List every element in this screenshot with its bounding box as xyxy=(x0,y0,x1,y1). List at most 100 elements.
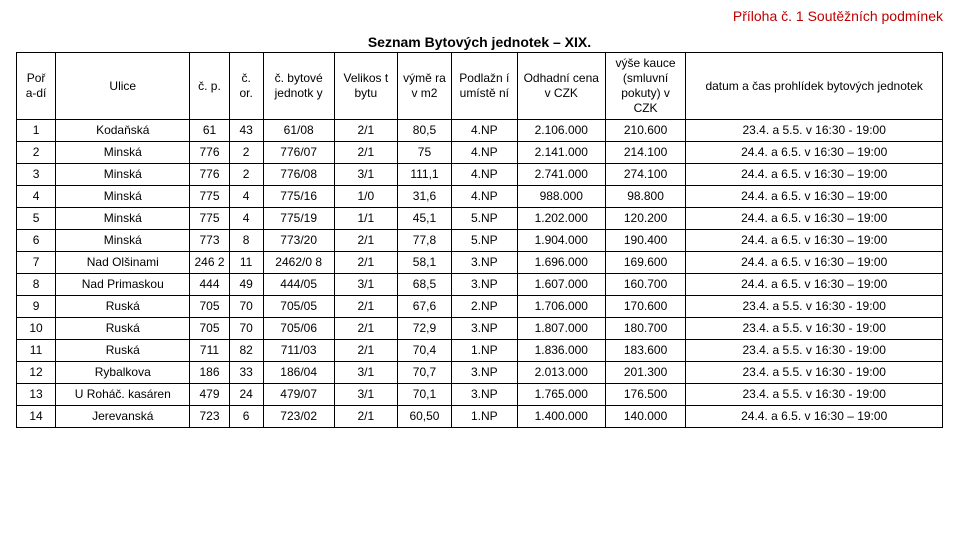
cell-cp: 775 xyxy=(190,208,229,230)
cell-podl: 3.NP xyxy=(451,384,517,406)
cell-ulice: Nad Primaskou xyxy=(56,274,190,296)
cell-vel: 1/0 xyxy=(334,186,398,208)
cell-odh: 1.904.000 xyxy=(517,230,605,252)
cell-kauce: 190.400 xyxy=(605,230,686,252)
table-row: 9Ruská70570705/052/167,62.NP1.706.000170… xyxy=(17,296,943,318)
cell-vym: 80,5 xyxy=(398,120,452,142)
cell-cor: 6 xyxy=(229,406,263,428)
cell-odh: 988.000 xyxy=(517,186,605,208)
col-vel: Velikos t bytu xyxy=(334,53,398,120)
cell-podl: 4.NP xyxy=(451,186,517,208)
col-podl: Podlažn í umístě ní xyxy=(451,53,517,120)
cell-bj: 186/04 xyxy=(263,362,334,384)
cell-kauce: 170.600 xyxy=(605,296,686,318)
cell-cor: 82 xyxy=(229,340,263,362)
cell-vel: 2/1 xyxy=(334,120,398,142)
cell-por: 9 xyxy=(17,296,56,318)
cell-por: 8 xyxy=(17,274,56,296)
cell-bj: 776/07 xyxy=(263,142,334,164)
cell-kauce: 140.000 xyxy=(605,406,686,428)
cell-cor: 8 xyxy=(229,230,263,252)
cell-vel: 3/1 xyxy=(334,164,398,186)
cell-podl: 3.NP xyxy=(451,362,517,384)
cell-bj: 776/08 xyxy=(263,164,334,186)
cell-vel: 2/1 xyxy=(334,340,398,362)
cell-vel: 3/1 xyxy=(334,274,398,296)
cell-vel: 3/1 xyxy=(334,384,398,406)
cell-ulice: Kodaňská xyxy=(56,120,190,142)
cell-podl: 5.NP xyxy=(451,208,517,230)
table-header-row: Poř a-dí Ulice č. p. č. or. č. bytové je… xyxy=(17,53,943,120)
cell-por: 5 xyxy=(17,208,56,230)
cell-vym: 70,7 xyxy=(398,362,452,384)
table-row: 8Nad Primaskou44449444/053/168,53.NP1.60… xyxy=(17,274,943,296)
cell-por: 4 xyxy=(17,186,56,208)
cell-por: 13 xyxy=(17,384,56,406)
cell-bj: 773/20 xyxy=(263,230,334,252)
cell-podl: 5.NP xyxy=(451,230,517,252)
cell-ulice: Minská xyxy=(56,142,190,164)
cell-kauce: 201.300 xyxy=(605,362,686,384)
cell-ulice: Rybalkova xyxy=(56,362,190,384)
col-kauce: výše kauce (smluvní pokuty) v CZK xyxy=(605,53,686,120)
cell-kauce: 210.600 xyxy=(605,120,686,142)
cell-cor: 70 xyxy=(229,296,263,318)
cell-vel: 3/1 xyxy=(334,362,398,384)
cell-bj: 711/03 xyxy=(263,340,334,362)
table-row: 10Ruská70570705/062/172,93.NP1.807.00018… xyxy=(17,318,943,340)
cell-kauce: 183.600 xyxy=(605,340,686,362)
cell-kauce: 274.100 xyxy=(605,164,686,186)
cell-cp: 246 2 xyxy=(190,252,229,274)
cell-cp: 773 xyxy=(190,230,229,252)
cell-kauce: 98.800 xyxy=(605,186,686,208)
cell-ulice: Jerevanská xyxy=(56,406,190,428)
cell-vel: 1/1 xyxy=(334,208,398,230)
cell-cp: 61 xyxy=(190,120,229,142)
col-cp: č. p. xyxy=(190,53,229,120)
cell-odh: 1.696.000 xyxy=(517,252,605,274)
cell-kauce: 214.100 xyxy=(605,142,686,164)
table-row: 7Nad Olšinami246 2112462/0 82/158,13.NP1… xyxy=(17,252,943,274)
cell-bj: 444/05 xyxy=(263,274,334,296)
table-row: 3Minská7762776/083/1111,14.NP2.741.00027… xyxy=(17,164,943,186)
cell-datum: 24.4. a 6.5. v 16:30 – 19:00 xyxy=(686,252,943,274)
cell-odh: 2.741.000 xyxy=(517,164,605,186)
cell-kauce: 180.700 xyxy=(605,318,686,340)
cell-datum: 24.4. a 6.5. v 16:30 – 19:00 xyxy=(686,230,943,252)
cell-vym: 68,5 xyxy=(398,274,452,296)
cell-vel: 2/1 xyxy=(334,318,398,340)
units-table: Poř a-dí Ulice č. p. č. or. č. bytové je… xyxy=(16,52,943,428)
cell-ulice: Nad Olšinami xyxy=(56,252,190,274)
cell-datum: 23.4. a 5.5. v 16:30 - 19:00 xyxy=(686,340,943,362)
table-row: 4Minská7754775/161/031,64.NP988.00098.80… xyxy=(17,186,943,208)
cell-por: 1 xyxy=(17,120,56,142)
cell-odh: 2.141.000 xyxy=(517,142,605,164)
cell-podl: 3.NP xyxy=(451,318,517,340)
cell-podl: 4.NP xyxy=(451,142,517,164)
cell-datum: 23.4. a 5.5. v 16:30 - 19:00 xyxy=(686,120,943,142)
cell-bj: 705/05 xyxy=(263,296,334,318)
cell-por: 11 xyxy=(17,340,56,362)
cell-bj: 705/06 xyxy=(263,318,334,340)
cell-cor: 33 xyxy=(229,362,263,384)
cell-vym: 45,1 xyxy=(398,208,452,230)
table-row: 14Jerevanská7236723/022/160,501.NP1.400.… xyxy=(17,406,943,428)
cell-bj: 723/02 xyxy=(263,406,334,428)
cell-vel: 2/1 xyxy=(334,230,398,252)
cell-ulice: Minská xyxy=(56,230,190,252)
cell-podl: 4.NP xyxy=(451,120,517,142)
cell-vel: 2/1 xyxy=(334,296,398,318)
cell-datum: 23.4. a 5.5. v 16:30 - 19:00 xyxy=(686,296,943,318)
col-ulice: Ulice xyxy=(56,53,190,120)
cell-por: 3 xyxy=(17,164,56,186)
col-vym: výmě ra v m2 xyxy=(398,53,452,120)
cell-odh: 1.765.000 xyxy=(517,384,605,406)
cell-bj: 775/19 xyxy=(263,208,334,230)
cell-cor: 11 xyxy=(229,252,263,274)
cell-vym: 77,8 xyxy=(398,230,452,252)
cell-cp: 723 xyxy=(190,406,229,428)
cell-por: 7 xyxy=(17,252,56,274)
col-datum: datum a čas prohlídek bytových jednotek xyxy=(686,53,943,120)
cell-vym: 58,1 xyxy=(398,252,452,274)
cell-cor: 24 xyxy=(229,384,263,406)
